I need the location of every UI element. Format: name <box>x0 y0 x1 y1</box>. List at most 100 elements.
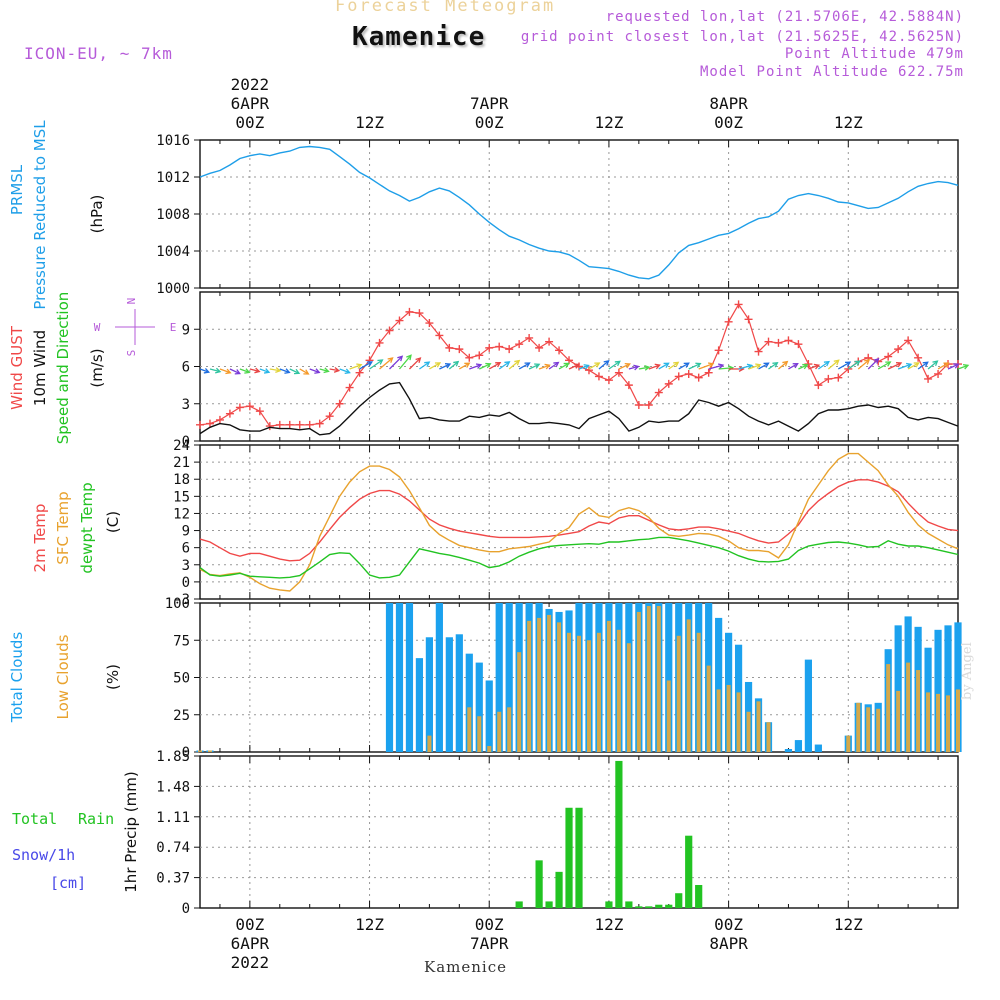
bottom-time-label: 8APR <box>709 934 748 953</box>
precip-snow-unit: [cm] <box>50 874 86 892</box>
low-cloud-bar <box>906 662 911 752</box>
low-cloud-bar <box>596 632 601 752</box>
wind-arrow <box>578 364 589 370</box>
pressure-ytick-label: 1012 <box>156 170 190 186</box>
rain-bar <box>665 904 673 908</box>
low-cloud-bar <box>467 707 472 752</box>
total-cloud-bar <box>485 680 493 752</box>
wind-arrow-head <box>854 360 861 366</box>
gust-marker <box>545 337 554 346</box>
gust-marker <box>205 419 214 428</box>
low-cloud-bar <box>497 711 502 752</box>
wind-arrow <box>837 361 851 370</box>
gust-marker <box>375 338 384 347</box>
rain-bar <box>605 901 613 908</box>
wind-arrow-head <box>314 368 321 374</box>
wind-arrow-head <box>524 362 531 368</box>
total-cloud-bar <box>665 603 673 752</box>
gust-marker <box>694 373 703 382</box>
wind-arrow-head <box>823 360 830 367</box>
top-time-label: 12Z <box>834 113 863 132</box>
bottom-time-label: 12Z <box>355 915 384 934</box>
pressure-label-long: Pressure Reduced to MSL <box>31 120 49 310</box>
total-cloud-bar <box>415 658 424 752</box>
gust-marker <box>465 353 474 362</box>
wind-arrow-head <box>275 367 282 374</box>
wind-arrow <box>339 368 350 374</box>
low-cloud-bar <box>866 707 871 752</box>
wind-arrow <box>648 364 660 370</box>
wind-speed-dir-label: Speed and Direction <box>54 292 72 445</box>
low-cloud-bar <box>876 708 881 752</box>
total-cloud-bar <box>455 634 463 752</box>
gust-marker <box>924 374 933 383</box>
top-time-label: 7APR <box>470 94 509 113</box>
gust-marker <box>774 338 783 347</box>
gust-marker <box>614 368 623 377</box>
low-cloud-bar <box>686 619 691 752</box>
wind-arrow <box>309 368 320 374</box>
clouds-ytick-label: 0 <box>182 745 190 761</box>
total-cloud-bar <box>715 617 723 752</box>
precip-ytick-label: 1.85 <box>156 749 190 765</box>
gust-marker <box>305 420 314 429</box>
clouds-ytick-label: 75 <box>173 633 190 649</box>
precip-rain-label: Rain <box>78 810 114 828</box>
clouds-ytick-label: 100 <box>165 596 190 612</box>
temperature-ytick-label: 21 <box>173 455 190 471</box>
low-cloud-bar <box>577 635 581 752</box>
pressure-ytick-label: 1016 <box>156 133 190 149</box>
wind-arrow-head <box>624 362 631 369</box>
wind-arrow <box>907 362 920 370</box>
wind-arrow-head <box>377 359 384 365</box>
gust-marker <box>704 368 713 377</box>
gust-marker <box>455 345 464 354</box>
low-clouds-label: Low Clouds <box>54 634 72 719</box>
wind-unit: (m/s) <box>88 348 106 387</box>
total-cloud-bar <box>794 740 803 752</box>
wind-arrow-head <box>333 366 341 373</box>
wind-arrow <box>658 362 669 370</box>
low-cloud-bar <box>567 632 572 752</box>
gust-marker <box>235 403 244 412</box>
gust-marker <box>754 347 763 356</box>
wind-arrow-head <box>895 362 903 368</box>
gust-marker <box>644 400 653 409</box>
temperature-ytick-label: 3 <box>182 558 190 574</box>
low-cloud-bar <box>926 692 931 752</box>
grid-point-coords: grid point closest lon,lat (21.5625E, 42… <box>520 29 964 45</box>
wind-arrow-head <box>953 363 960 369</box>
gust-marker <box>385 326 394 335</box>
low-cloud-bar <box>487 746 492 752</box>
wind-arrow-head <box>544 363 551 370</box>
wind-arrow <box>249 368 260 373</box>
wind-arrow <box>937 362 949 370</box>
low-cloud-bar <box>956 689 960 752</box>
wind-arrow-head <box>563 362 570 369</box>
wind-arrow-head <box>717 363 725 370</box>
wind-arrow <box>957 364 969 370</box>
total-cloud-bar <box>435 603 443 752</box>
total-cloud-bar <box>944 625 952 752</box>
temp-2m-line <box>199 479 959 562</box>
wind-arrow <box>469 364 482 370</box>
wind-arrow-head <box>323 367 330 374</box>
wind-arrow-head <box>792 362 799 369</box>
low-cloud-bar <box>696 632 701 752</box>
wind-arrow-head <box>225 368 232 375</box>
wind-arrow <box>608 360 621 370</box>
low-cloud-bar <box>527 620 532 752</box>
bottom-time-label: 00Z <box>235 915 264 934</box>
precip-ytick-label: 1.48 <box>156 779 190 795</box>
bottom-location: Kamenice <box>424 958 507 976</box>
wind-arrow-head <box>424 361 431 367</box>
wind-arrow-head <box>415 357 422 364</box>
precip-ytick-label: 0 <box>182 901 190 917</box>
temperature-ytick-label: 9 <box>182 524 190 540</box>
wind-arrow-head <box>932 360 939 367</box>
wind-arrow-head <box>406 354 412 361</box>
wind-arrow-head <box>673 361 680 368</box>
wind-arrow <box>289 368 300 374</box>
wind-arrow-head <box>913 362 920 368</box>
wind-arrow <box>548 361 559 370</box>
